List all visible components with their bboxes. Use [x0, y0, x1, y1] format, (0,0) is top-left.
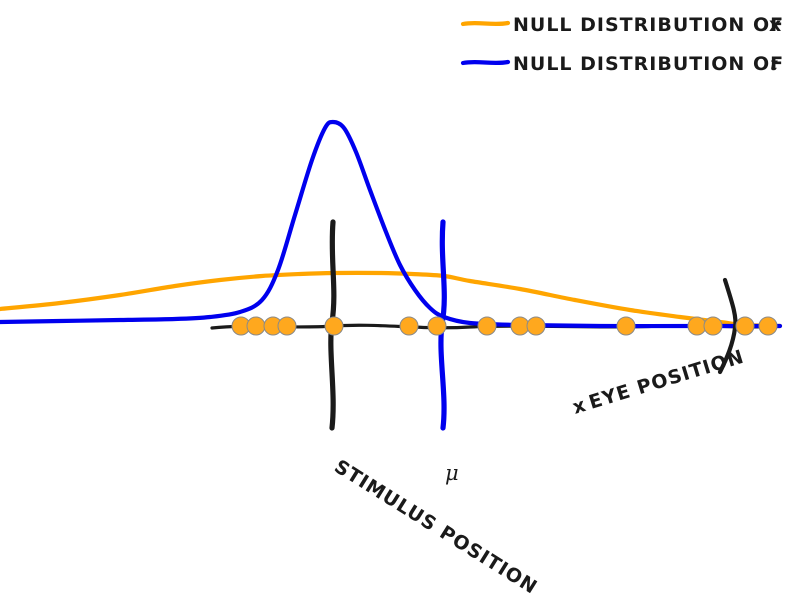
eye-position-sample-dots — [231, 316, 778, 336]
legend: NULL DISTRIBUTION OF x NULL DISTRIBUTION… — [460, 14, 784, 75]
legend-symbol-t: t — [770, 53, 778, 75]
eye-position-dot — [735, 316, 755, 336]
eye-position-dot — [324, 316, 344, 336]
eye-position-dot — [277, 316, 297, 336]
eye-position-tick — [717, 277, 738, 375]
legend-label-t: NULL DISTRIBUTION OF — [513, 53, 784, 75]
x-axis-label-text: EYE POSITION — [586, 346, 747, 414]
eye-position-dot — [758, 316, 778, 336]
eye-position-dot — [616, 316, 636, 336]
legend-symbol-x: x — [769, 14, 782, 36]
legend-line-orange — [460, 20, 511, 27]
eye-position-dot — [526, 316, 546, 336]
stimulus-position-label: STIMULUS POSITION — [330, 456, 541, 599]
eye-position-dot — [246, 316, 266, 336]
eye-position-dot — [427, 316, 447, 336]
mu-label: μ — [445, 461, 459, 485]
x-axis-label: x EYE POSITION — [570, 346, 747, 419]
legend-item-null-distribution-of-x[interactable]: NULL DISTRIBUTION OF x — [460, 14, 784, 36]
eye-position-dot — [399, 316, 419, 336]
eye-position-dot — [687, 316, 707, 336]
stimulus-position-label-text: STIMULUS POSITION — [330, 456, 541, 599]
x-axis-label-symbol: x — [570, 394, 589, 419]
curve-null-distribution-x — [0, 270, 783, 329]
legend-label-x: NULL DISTRIBUTION OF — [513, 14, 784, 36]
legend-item-null-distribution-of-t[interactable]: NULL DISTRIBUTION OF t — [460, 53, 784, 75]
legend-line-blue — [460, 59, 511, 66]
eye-position-dot — [477, 316, 497, 336]
eye-position-dot — [510, 316, 530, 336]
eye-position-dot — [703, 316, 723, 336]
